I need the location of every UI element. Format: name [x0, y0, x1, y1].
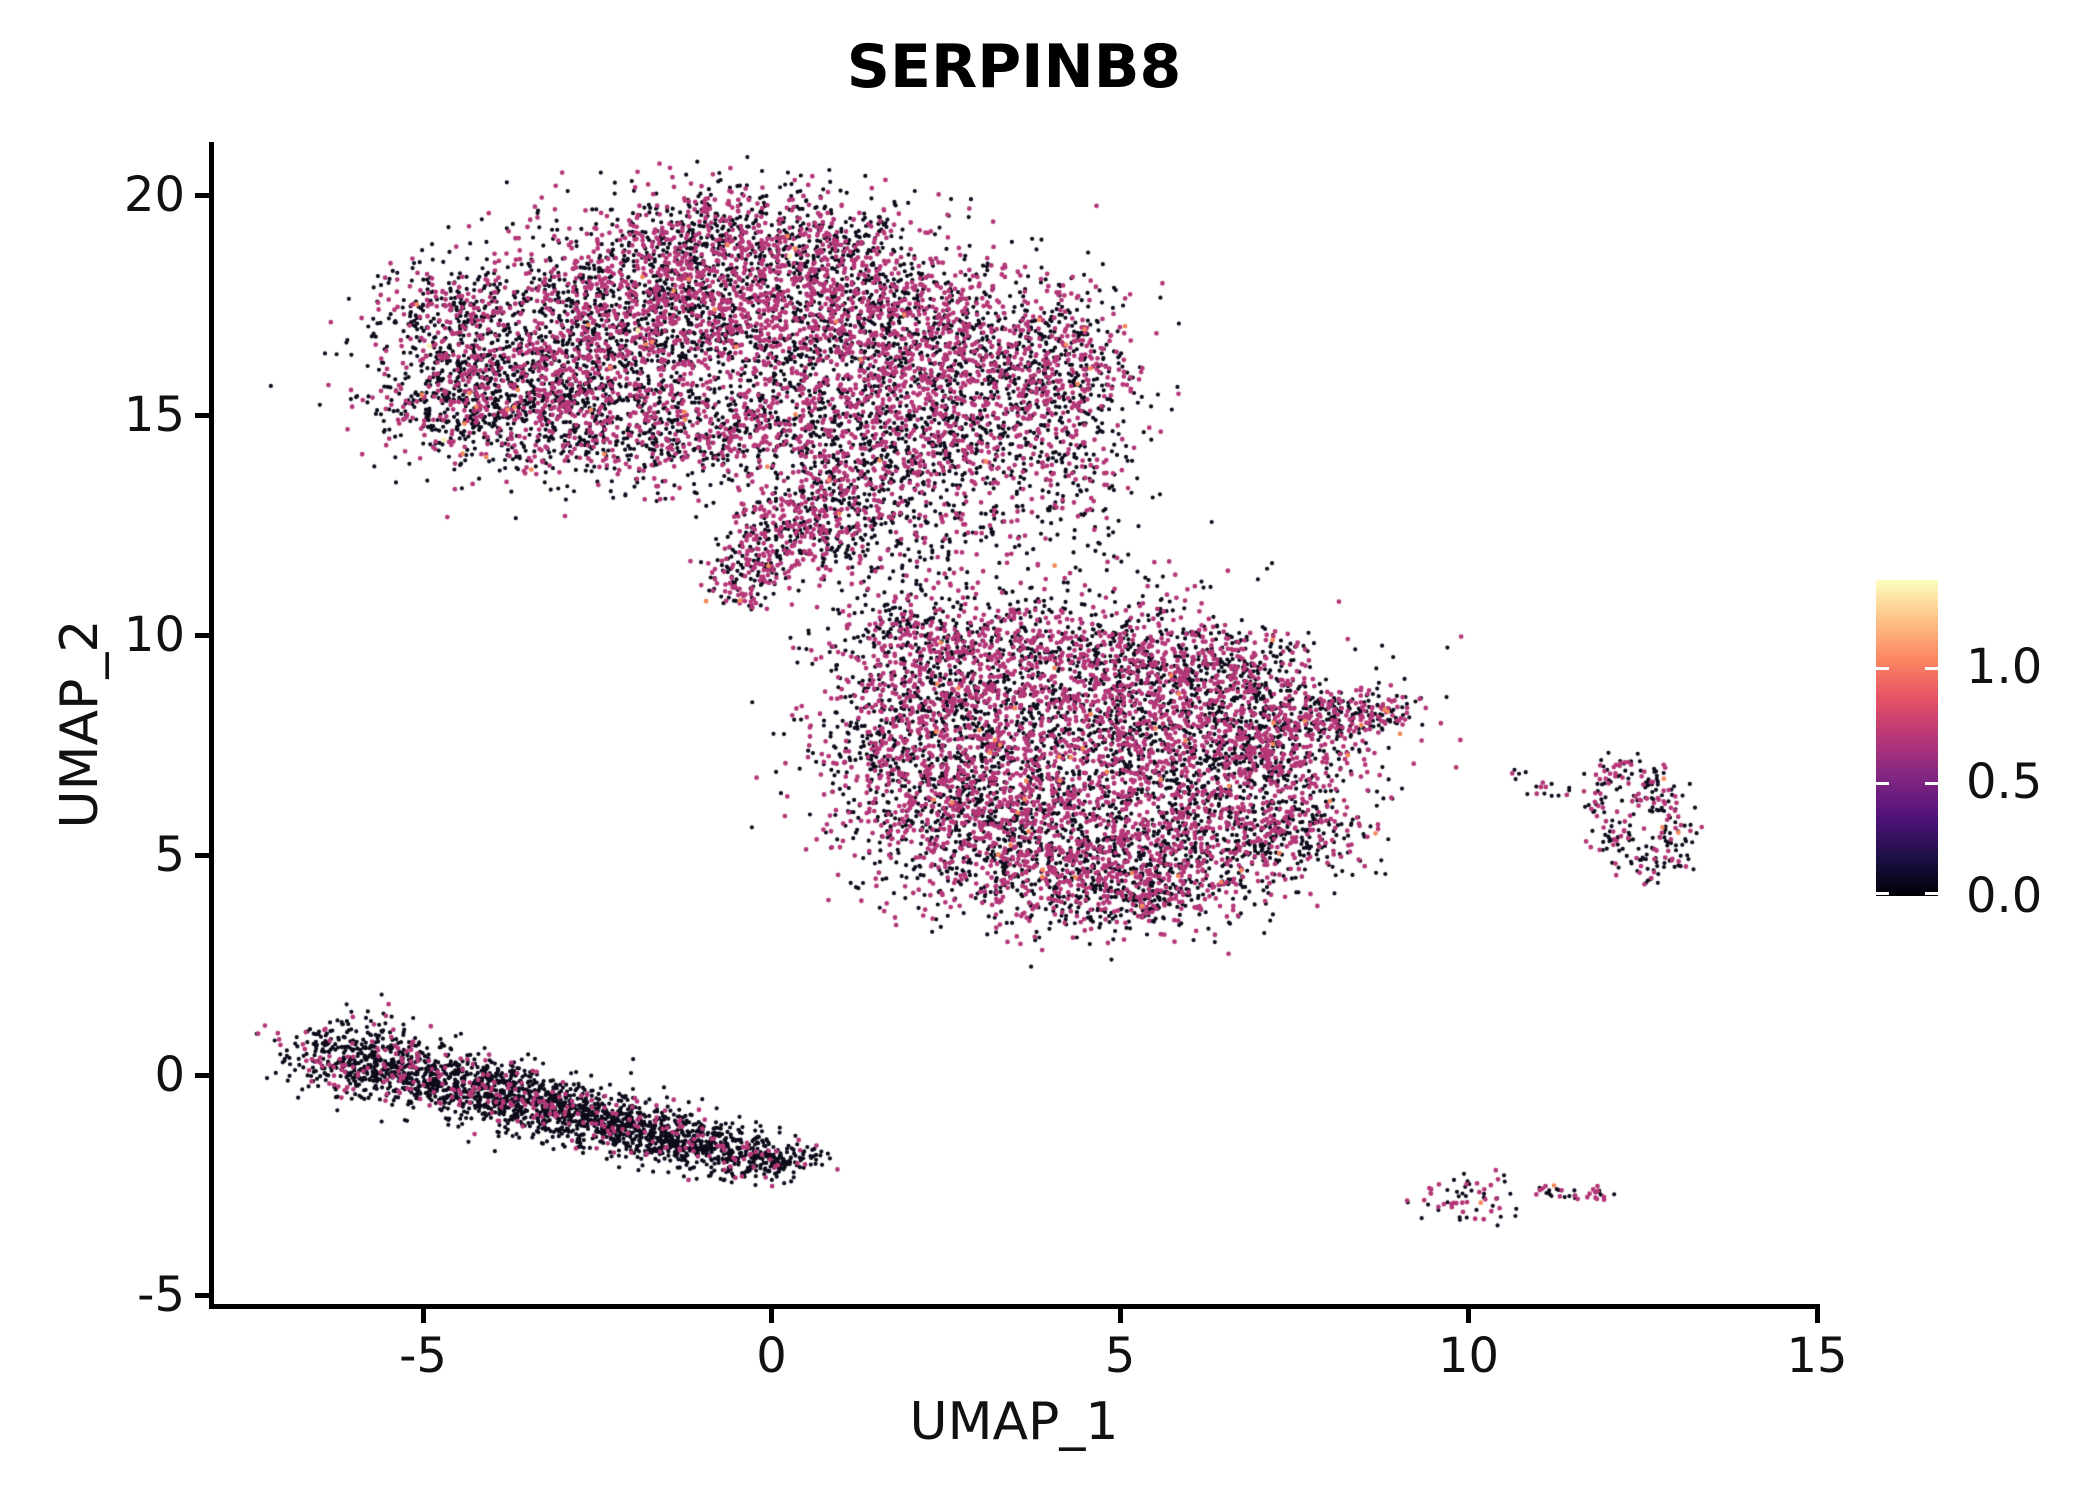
- y-tick-label: 10: [123, 607, 185, 663]
- y-axis-line: [209, 142, 214, 1309]
- x-tick-label: 0: [756, 1328, 787, 1384]
- y-tick: [195, 412, 209, 418]
- x-tick-label: 5: [1104, 1328, 1136, 1384]
- colorbar-tick-label: 1.0: [1966, 639, 2043, 695]
- colorbar-tick: [1876, 892, 1889, 895]
- x-tick-label: 15: [1786, 1328, 1848, 1384]
- chart-title: SERPINB8: [846, 32, 1182, 102]
- y-tick-label: -5: [137, 1267, 185, 1323]
- colorbar-tick-label: 0.5: [1966, 753, 2043, 810]
- y-tick: [195, 192, 209, 198]
- y-tick-label: 5: [154, 827, 185, 883]
- colorbar-tick: [1876, 781, 1889, 785]
- y-tick: [195, 632, 209, 638]
- colorbar-tick: [1925, 892, 1938, 895]
- x-tick: [1117, 1309, 1123, 1323]
- x-tick: [1814, 1309, 1820, 1323]
- colorbar-tick: [1876, 667, 1889, 670]
- y-tick-label: 20: [123, 167, 185, 223]
- x-tick: [420, 1309, 426, 1323]
- colorbar-tick: [1925, 667, 1938, 670]
- x-axis-title: UMAP_1: [909, 1392, 1119, 1452]
- colorbar-tick-label: 0.0: [1966, 868, 2043, 924]
- x-tick-label: -5: [399, 1328, 447, 1384]
- y-tick-label: 0: [154, 1047, 185, 1103]
- x-tick: [1466, 1309, 1471, 1323]
- y-tick: [195, 852, 209, 858]
- x-tick: [769, 1309, 774, 1323]
- colorbar-gradient: [1876, 580, 1938, 896]
- y-tick: [195, 1292, 209, 1298]
- y-tick-label: 15: [123, 387, 185, 443]
- colorbar-tick: [1925, 781, 1938, 785]
- y-axis-title: UMAP_2: [50, 619, 110, 829]
- x-axis-line: [209, 1304, 1820, 1309]
- y-tick: [195, 1072, 209, 1078]
- x-tick-label: 10: [1437, 1328, 1500, 1384]
